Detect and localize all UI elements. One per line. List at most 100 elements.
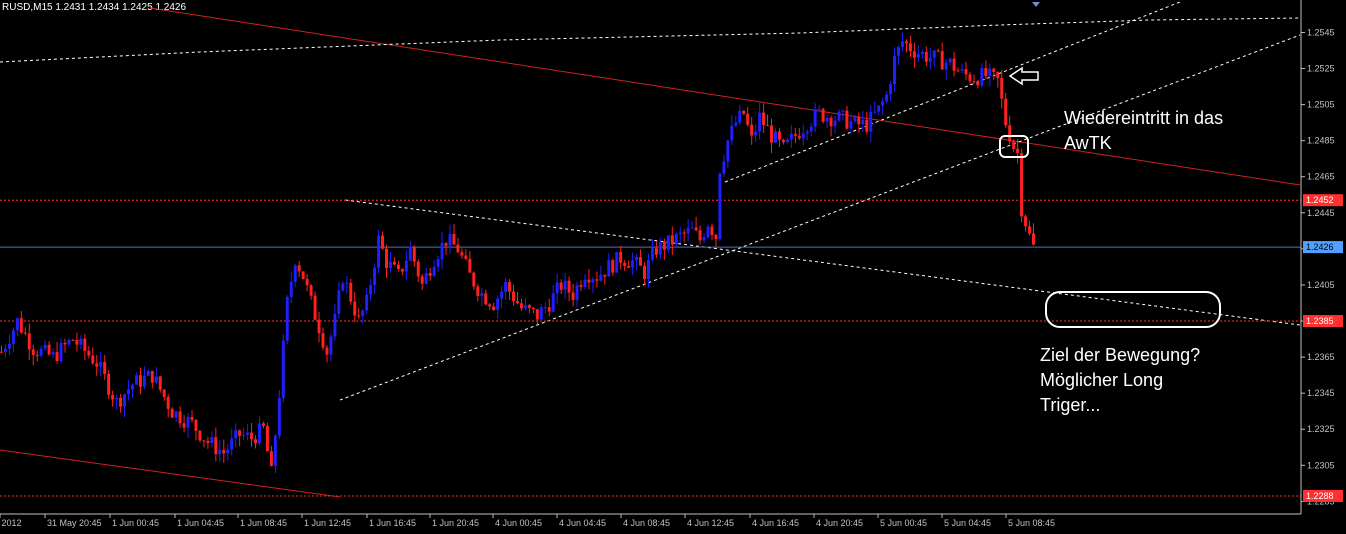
resistance-red-trendline[interactable] [149, 7, 1301, 186]
candle-body [325, 347, 329, 355]
candle-body [789, 133, 793, 140]
candle-body [531, 307, 535, 310]
candle-body [920, 51, 924, 55]
candle-body [396, 264, 400, 269]
candle-body [897, 47, 901, 56]
candle-body [619, 251, 623, 263]
candle-body [734, 122, 738, 126]
candle-body [385, 248, 388, 268]
candle-body [635, 257, 639, 261]
candle-body [591, 279, 595, 283]
candle-body [214, 437, 218, 455]
candle-body [777, 131, 781, 140]
candle-body [678, 232, 682, 234]
candle-body [250, 432, 254, 440]
target-zone-ellipse[interactable] [1045, 291, 1221, 328]
candle-body [793, 133, 797, 136]
candle-body [611, 260, 615, 273]
x-tick-label: 1 Jun 04:45 [177, 518, 224, 528]
candle-body [464, 255, 468, 259]
candle-body [825, 117, 829, 122]
candle-body [206, 440, 210, 443]
candle-body [706, 226, 710, 238]
candle-body [321, 333, 325, 348]
candle-body [797, 135, 801, 139]
candle-body [944, 62, 948, 70]
candle-body [190, 416, 194, 420]
candle-body [174, 411, 178, 418]
candle-body [865, 119, 869, 132]
y-tick-label: 1.2465 [1307, 172, 1335, 182]
candle-body [261, 423, 265, 427]
candle-body [254, 439, 257, 444]
price-label-box [1303, 315, 1343, 328]
candle-body [7, 343, 11, 349]
candle-body [59, 342, 63, 362]
downtrend-dotted[interactable] [344, 199, 1301, 326]
candle-body [984, 68, 988, 77]
reentry-highlight-box[interactable] [999, 135, 1029, 158]
candle-body [436, 259, 440, 267]
candle-body [472, 272, 476, 287]
lower-red-trendline[interactable] [0, 449, 341, 498]
candle-body [555, 282, 559, 294]
candle-body [43, 344, 47, 349]
candle-body [476, 286, 480, 296]
candle-body [361, 310, 365, 316]
candle-body [575, 285, 579, 300]
candle-body [936, 50, 940, 52]
candle-body [579, 285, 583, 287]
candle-body [904, 41, 908, 44]
x-tick-label: May 2012 [0, 518, 22, 528]
candle-body [408, 246, 412, 261]
candle-body [976, 81, 980, 86]
price-label-text: 1.2385 [1306, 316, 1334, 326]
candle-body [849, 121, 853, 129]
candle-body [650, 248, 654, 260]
target-annotation: Ziel der Bewegung? Möglicher Long Triger… [1040, 345, 1201, 415]
left-arrow-icon[interactable] [1008, 66, 1039, 86]
candle-body [643, 265, 646, 280]
y-tick-label: 1.2365 [1307, 352, 1335, 362]
candle-body [170, 408, 174, 418]
x-tick-label: 5 Jun 04:45 [944, 518, 991, 528]
candle-body [444, 242, 448, 246]
candle-body [968, 74, 972, 82]
candle-body [750, 124, 754, 136]
price-label-text: 1.2452 [1306, 195, 1334, 205]
candle-body [873, 111, 877, 113]
candle-body [381, 235, 385, 249]
candle-body [377, 235, 381, 268]
candle-body [766, 125, 770, 127]
candle-body [150, 370, 154, 383]
candle-body [861, 119, 865, 125]
candle-body [119, 397, 123, 407]
candle-body [603, 274, 607, 277]
candle-body [285, 297, 289, 341]
candle-body [440, 242, 444, 260]
candle-body [722, 161, 726, 174]
candle-body [91, 355, 95, 364]
candle-body [833, 120, 837, 127]
candle-body [730, 125, 734, 141]
chart-header: RUSD,M15 1.2431 1.2434 1.2425 1.2426 [2, 2, 187, 13]
candle-body [166, 396, 170, 409]
candle-body [571, 292, 575, 300]
upper-dotted-curve[interactable] [0, 17, 1301, 63]
y-tick-label: 1.2325 [1307, 424, 1335, 434]
candlestick-series [0, 32, 1035, 474]
candle-body [841, 110, 845, 112]
candle-body [424, 273, 428, 284]
candle-body [615, 251, 619, 273]
candle-body [273, 435, 277, 467]
candle-body [51, 352, 55, 355]
candle-body [178, 411, 182, 424]
candle-body [770, 125, 773, 143]
candle-body [27, 333, 31, 350]
candle-body [412, 246, 416, 262]
candle-body [55, 352, 59, 362]
candle-body [388, 261, 392, 268]
candle-body [404, 260, 408, 272]
candle-body [662, 241, 666, 250]
